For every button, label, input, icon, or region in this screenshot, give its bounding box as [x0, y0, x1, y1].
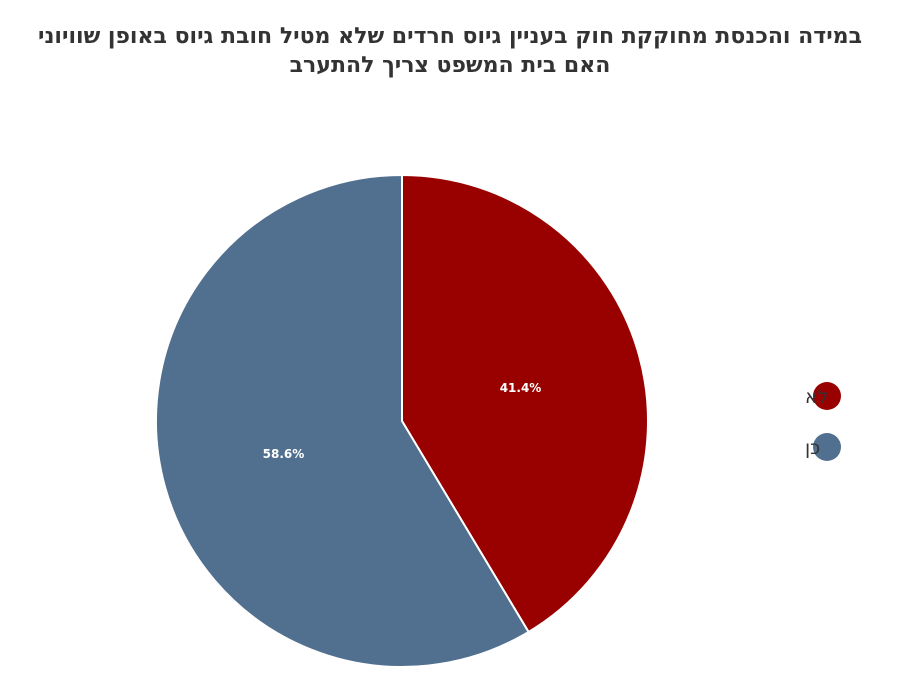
legend: לא כן	[805, 382, 841, 461]
pie-slice-2[interactable]	[155, 174, 530, 668]
pie-data-label-1: 41.4%	[500, 381, 542, 395]
legend-label-2[interactable]: כן	[805, 437, 820, 459]
pie-slices	[155, 174, 649, 668]
legend-swatch-1[interactable]	[813, 382, 841, 410]
legend-label-1[interactable]: לא	[805, 386, 829, 408]
pie-data-label-2: 58.6%	[263, 447, 305, 461]
pie-data-labels: 41.4% 58.6%	[263, 381, 542, 461]
chart-title-line-2: האם בית המשפט צריך להתערב	[289, 53, 611, 78]
chart-title-line-1: במידה והכנסת מחוקקת חוק בעניין גיוס חרדי…	[37, 24, 863, 49]
chart-title: במידה והכנסת מחוקקת חוק בעניין גיוס חרדי…	[0, 22, 900, 80]
legend-swatch-2[interactable]	[813, 433, 841, 461]
pie-slice-1[interactable]	[401, 174, 649, 633]
